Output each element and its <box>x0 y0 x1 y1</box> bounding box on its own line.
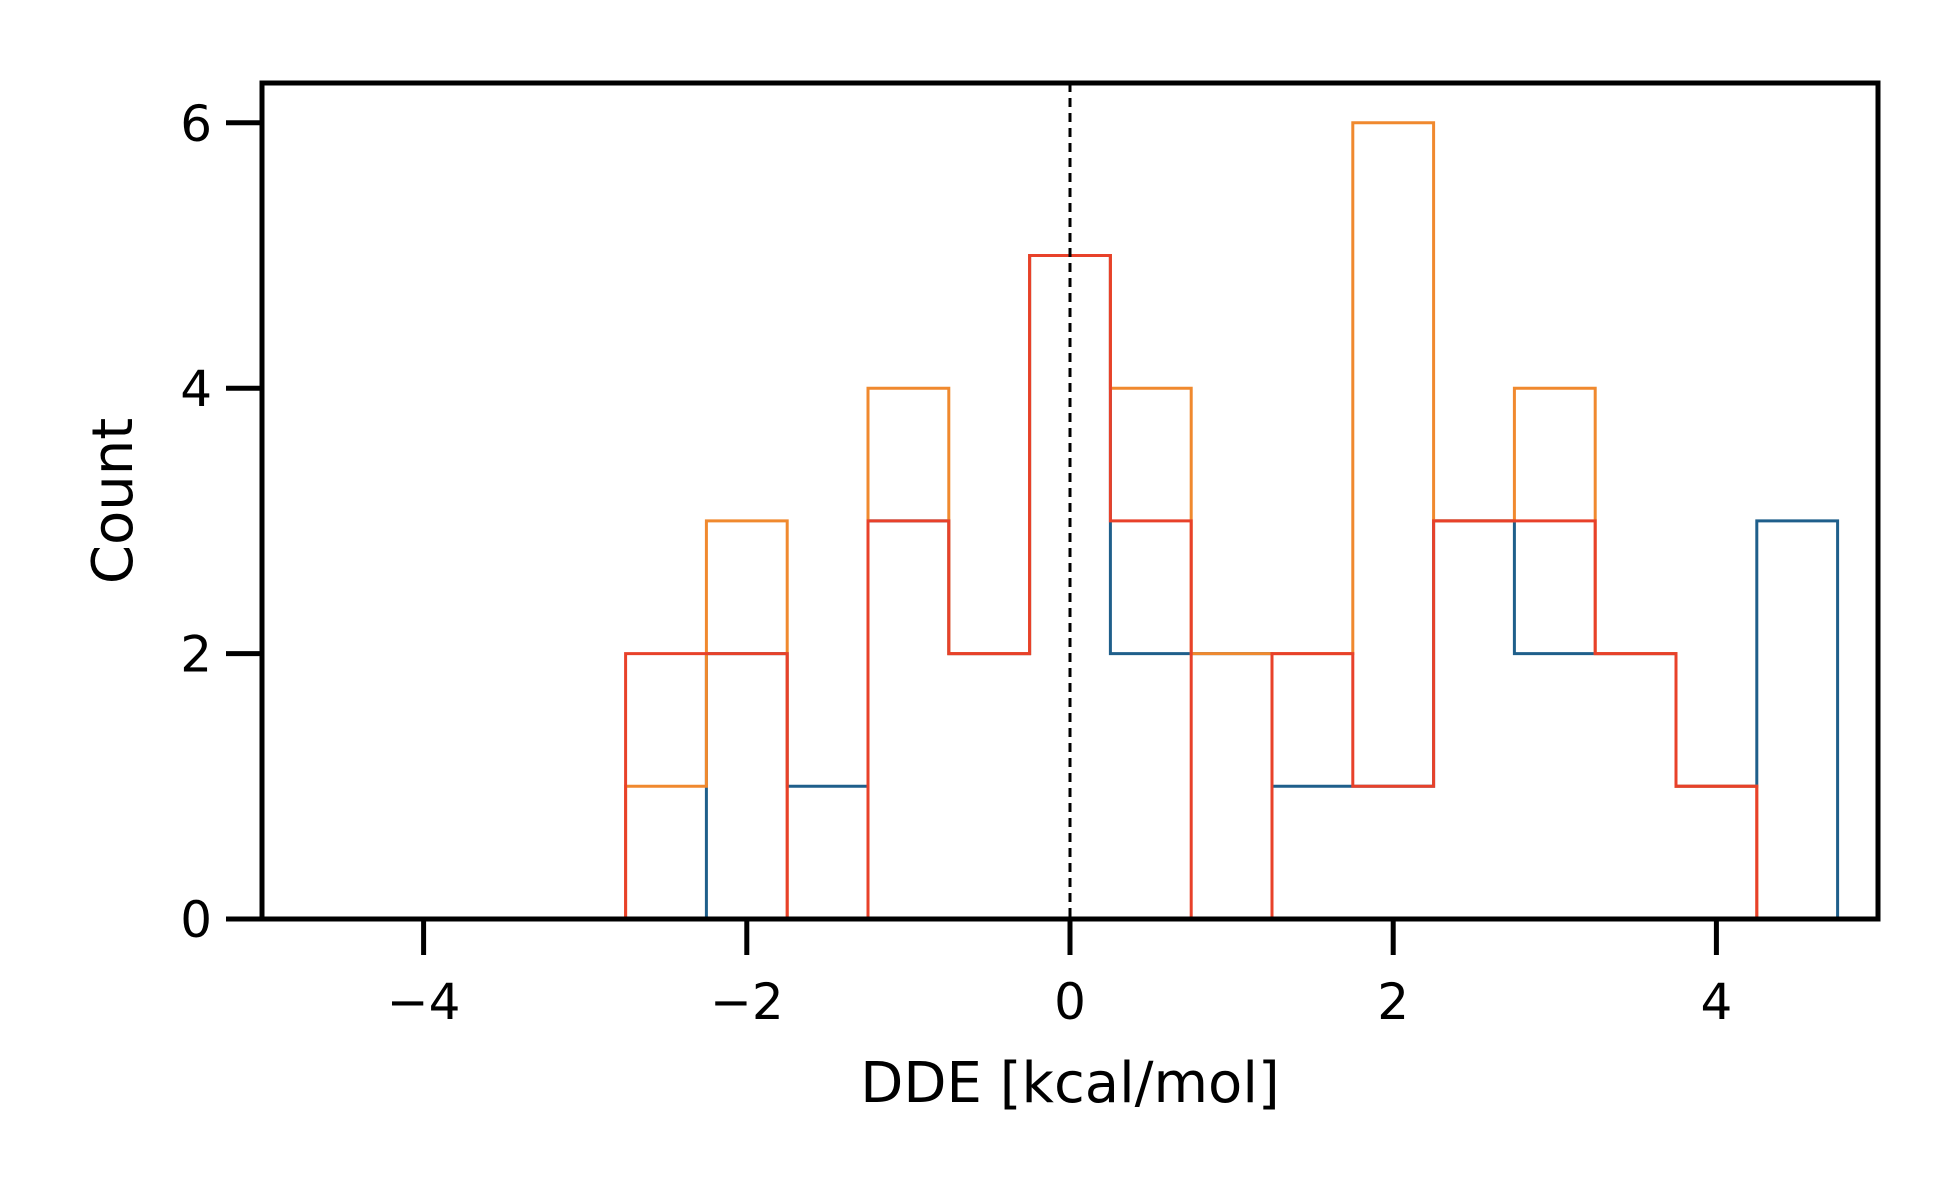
x-tick-label: −2 <box>710 973 784 1031</box>
x-tick-label: 0 <box>1054 973 1086 1031</box>
axes-layer: −4 −2 0 2 4 0 2 4 6 <box>180 95 1732 1031</box>
x-axis-label: DDE [kcal/mol] <box>860 1051 1279 1116</box>
histogram-series-2 <box>624 121 1838 921</box>
series-layer <box>624 121 1840 921</box>
histogram-series-1 <box>625 254 1840 921</box>
y-axis-label: Count <box>81 418 146 584</box>
x-tick-label: 2 <box>1377 973 1409 1031</box>
y-tick-label: 4 <box>180 360 212 418</box>
y-tick-label: 2 <box>180 626 212 684</box>
x-tick-label: −4 <box>387 973 461 1031</box>
x-tick-label: 4 <box>1700 973 1732 1031</box>
y-tick-label: 6 <box>180 95 212 153</box>
y-tick-label: 0 <box>180 891 212 949</box>
histogram-series-3 <box>624 254 1838 921</box>
